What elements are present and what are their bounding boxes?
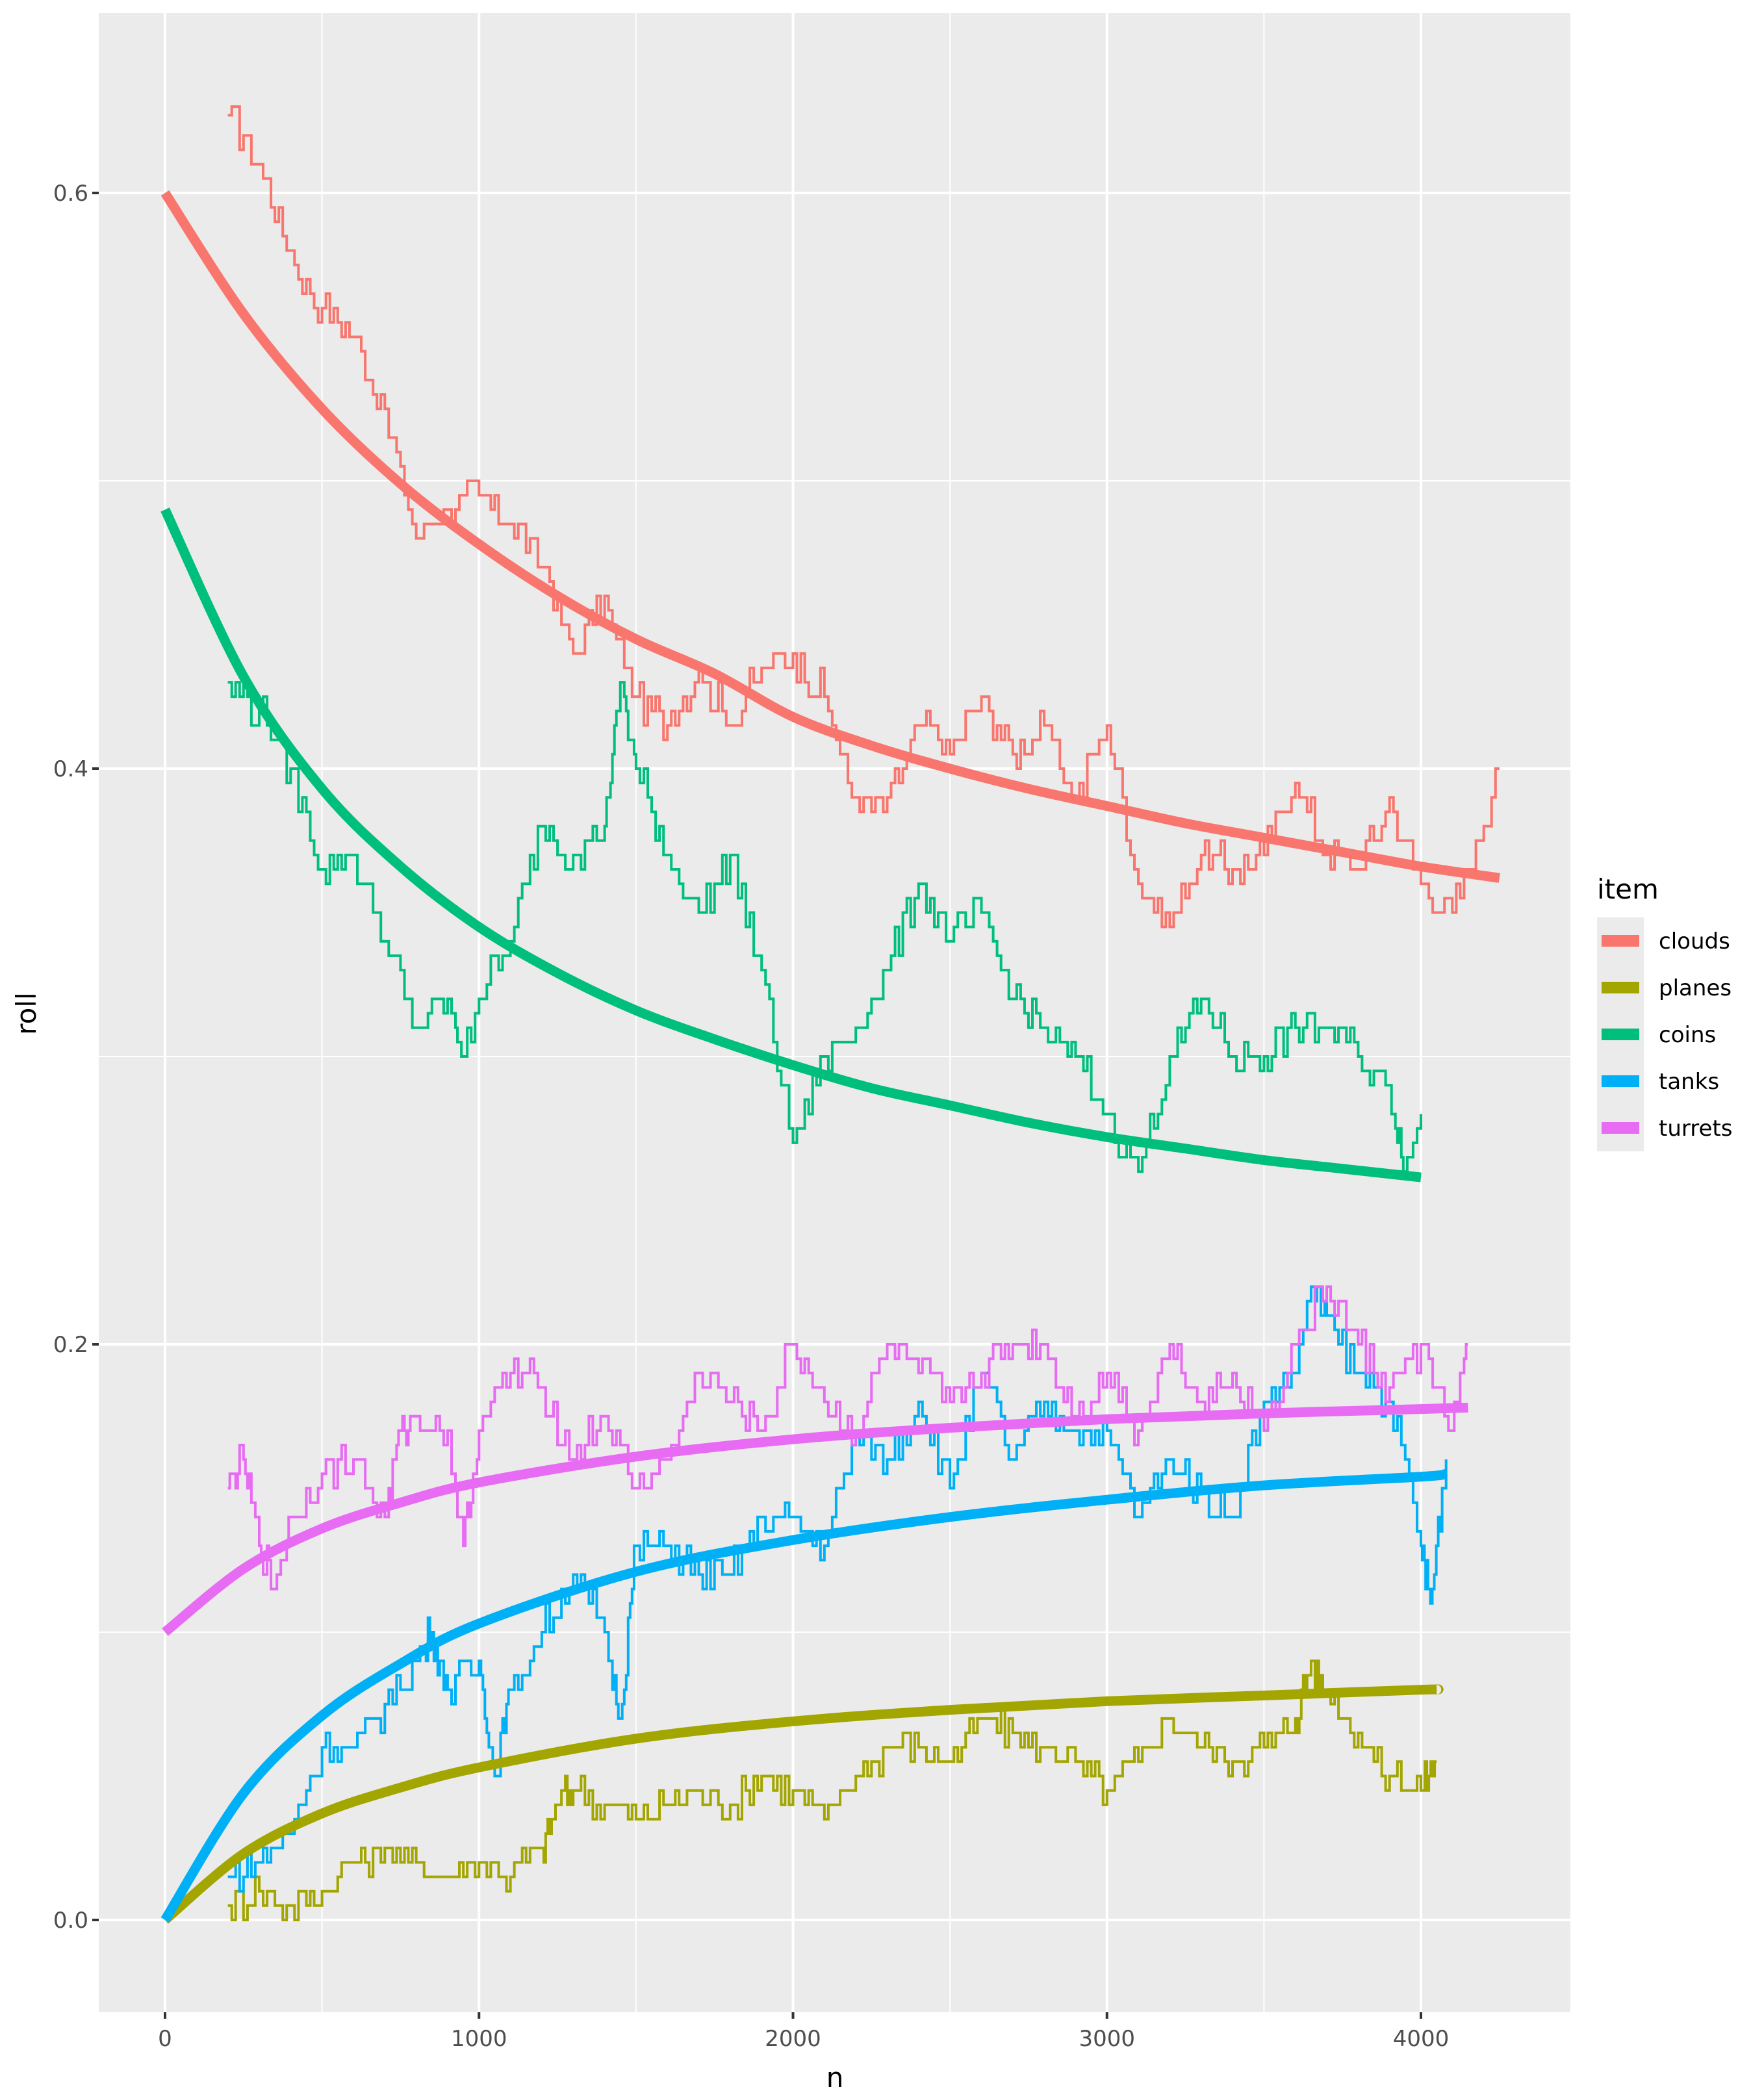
legend-label-coins: coins (1659, 1022, 1716, 1048)
x-axis-title: n (826, 2062, 844, 2093)
legend-label-turrets: turrets (1659, 1116, 1732, 1142)
x-tick-label: 4000 (1393, 2026, 1450, 2052)
y-axis-title: roll (10, 992, 42, 1034)
plot-panel (99, 13, 1570, 2012)
turrets-trend-line (162, 1402, 1468, 1636)
tanks-trend-line (160, 1468, 1448, 1923)
planes-rolling-line (227, 1659, 1437, 1921)
y-tick-label: 0.4 (53, 756, 88, 782)
coins-legend-swatch (1602, 1029, 1639, 1040)
planes-trend-line (162, 1684, 1444, 1924)
turrets-legend-swatch (1602, 1122, 1639, 1134)
turrets-rolling-line (227, 1285, 1468, 1591)
clouds-rolling-line (227, 105, 1500, 928)
x-tick-label: 0 (158, 2026, 172, 2052)
legend-label-tanks: tanks (1659, 1069, 1719, 1095)
x-tick-label: 1000 (451, 2026, 507, 2052)
planes-legend-swatch (1602, 982, 1639, 993)
legend-label-clouds: clouds (1659, 928, 1730, 954)
coins-rolling-line (227, 681, 1422, 1173)
rolling-lines (227, 105, 1500, 1921)
axes: 0 1000 2000 3000 4000 0.0 0.2 0.4 0.6 (53, 181, 1449, 2052)
y-tick-label: 0.2 (53, 1332, 88, 1358)
legend-label-planes: planes (1659, 975, 1732, 1001)
y-tick-label: 0.0 (53, 1908, 88, 1934)
coins-trend-line (160, 507, 1422, 1183)
x-tick-label: 3000 (1079, 2026, 1135, 2052)
clouds-trend-line (160, 190, 1500, 883)
legend: item clouds planes coins tanks turrets (1597, 873, 1732, 1151)
clouds-legend-swatch (1602, 935, 1639, 947)
grid-lines (99, 13, 1570, 2012)
x-tick-label: 2000 (765, 2026, 821, 2052)
y-tick-label: 0.6 (53, 181, 88, 207)
tanks-legend-swatch (1602, 1075, 1639, 1087)
trend-lines (160, 190, 1500, 1924)
legend-title: item (1597, 873, 1659, 905)
